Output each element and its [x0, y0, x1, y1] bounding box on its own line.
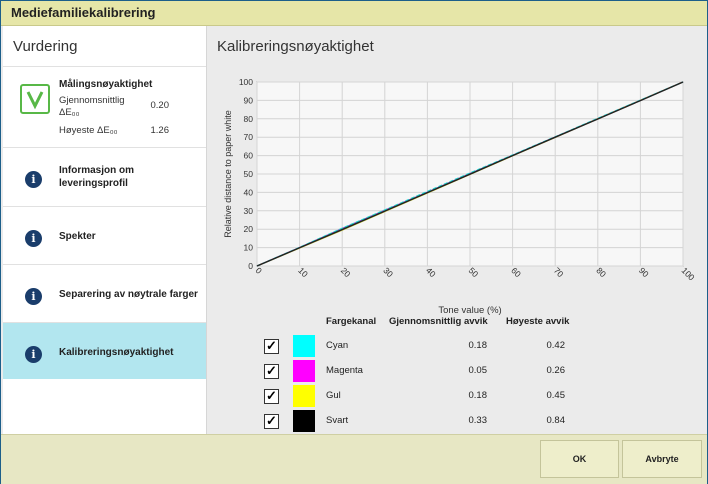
y-tick-label: 60: [244, 151, 254, 161]
yellow-swatch: [293, 385, 315, 407]
x-tick-label: 60: [509, 265, 523, 279]
x-tick-label: 0: [254, 265, 265, 276]
y-tick-label: 70: [244, 132, 254, 142]
page-title: Kalibreringsnøyaktighet: [217, 38, 374, 55]
info-icon: i: [25, 346, 42, 363]
cyan-checkbox[interactable]: ✓: [264, 339, 279, 354]
sidebar: Vurdering Målingsnøyaktighet Gjennomsnit…: [3, 26, 207, 434]
cancel-button[interactable]: Avbryte: [622, 440, 702, 478]
header-max: Høyeste avvik: [506, 316, 570, 327]
table-row: ✓ Gul 0.18 0.45: [257, 384, 697, 407]
title-bar: Mediefamiliekalibrering: [1, 1, 707, 26]
y-tick-label: 100: [239, 78, 253, 87]
max-value: 0.45: [546, 390, 566, 401]
y-tick-label: 80: [244, 114, 254, 124]
sidebar-item-label: Informasjon om leveringsprofil: [59, 165, 135, 189]
cyan-swatch: [293, 335, 315, 357]
y-tick-label: 50: [244, 169, 254, 179]
sidebar-title: Vurdering: [13, 38, 78, 55]
max-de-value: 1.26: [150, 125, 170, 136]
y-tick-label: 20: [244, 224, 254, 234]
avg-value: 0.18: [468, 340, 488, 351]
magenta-swatch: [293, 360, 315, 382]
max-de-label: Høyeste ΔE₀₀: [59, 125, 118, 136]
avg-value: 0.05: [468, 365, 488, 376]
magenta-checkbox[interactable]: ✓: [264, 364, 279, 379]
sidebar-item-neutral-separation[interactable]: i Separering av nøytrale farger: [3, 264, 206, 322]
channel-name: Svart: [326, 415, 349, 426]
footer-bar: OK Avbryte: [1, 434, 707, 484]
channel-name: Cyan: [326, 340, 349, 351]
sidebar-item-label: Separering av nøytrale farger: [59, 289, 198, 300]
sidebar-item-calibration-accuracy[interactable]: i Kalibreringsnøyaktighet: [3, 322, 206, 379]
max-value: 0.26: [546, 365, 566, 376]
black-swatch: [293, 410, 315, 432]
series-line: [256, 81, 684, 267]
x-tick-label: 50: [467, 265, 481, 279]
info-icon: i: [25, 171, 42, 188]
avg-de-label: Gjennomsnittlig ΔE₀₀: [59, 95, 125, 118]
y-tick-label: 10: [244, 243, 254, 253]
sidebar-item-label: Målingsnøyaktighet: [59, 79, 153, 90]
table-row: ✓ Magenta 0.05 0.26: [257, 359, 697, 382]
y-tick-label: 0: [248, 261, 253, 271]
x-axis-label: Tone value (%): [438, 305, 501, 316]
x-tick-label: 90: [637, 265, 651, 279]
x-tick-label: 20: [339, 265, 353, 279]
calibration-chart: 0 10 20 30 40 50 60 70 80 90 100 0 10 20 30 40 50 60 70 80 9…: [223, 78, 697, 316]
info-icon: i: [25, 230, 42, 247]
max-value: 0.84: [546, 415, 566, 426]
header-avg: Gjennomsnittlig avvik: [389, 316, 488, 327]
table-row: ✓ Svart 0.33 0.84: [257, 409, 697, 432]
y-tick-label: 90: [244, 95, 254, 105]
avg-de-value: 0.20: [150, 100, 170, 111]
x-tick-label: 70: [552, 265, 566, 279]
y-axis-label: Relative distance to paper white: [223, 110, 233, 238]
table-row: ✓ Cyan 0.18 0.42: [257, 334, 697, 357]
avg-value: 0.33: [468, 415, 488, 426]
header-channel: Fargekanal: [326, 316, 377, 327]
sidebar-item-delivery-profile[interactable]: i Informasjon om leveringsprofil: [3, 147, 206, 206]
sidebar-item-label: Spekter: [59, 231, 96, 242]
y-tick-label: 30: [244, 206, 254, 216]
x-tick-label: 40: [424, 265, 438, 279]
channel-name: Gul: [326, 390, 341, 401]
sidebar-item-gamut[interactable]: i Spekter: [3, 206, 206, 264]
max-value: 0.42: [546, 340, 566, 351]
channel-name: Magenta: [326, 365, 363, 376]
avg-value: 0.18: [468, 390, 488, 401]
x-tick-label: 30: [381, 265, 395, 279]
info-icon: i: [25, 288, 42, 305]
x-tick-label: 10: [296, 265, 310, 279]
main-panel: Kalibreringsnøyaktighet 0 10 20 30 40 50 60 70 8…: [207, 26, 707, 434]
x-tick-label: 80: [594, 265, 608, 279]
sidebar-item-measurement-accuracy[interactable]: Målingsnøyaktighet Gjennomsnittlig ΔE₀₀ …: [3, 66, 206, 147]
ok-button[interactable]: OK: [540, 440, 619, 478]
y-tick-label: 40: [244, 187, 254, 197]
x-tick-label: 100: [680, 265, 697, 282]
check-icon: [20, 84, 50, 114]
sidebar-item-label: Kalibreringsnøyaktighet: [59, 347, 174, 358]
yellow-checkbox[interactable]: ✓: [264, 389, 279, 404]
black-checkbox[interactable]: ✓: [264, 414, 279, 429]
window-title: Mediefamiliekalibrering: [11, 5, 156, 20]
